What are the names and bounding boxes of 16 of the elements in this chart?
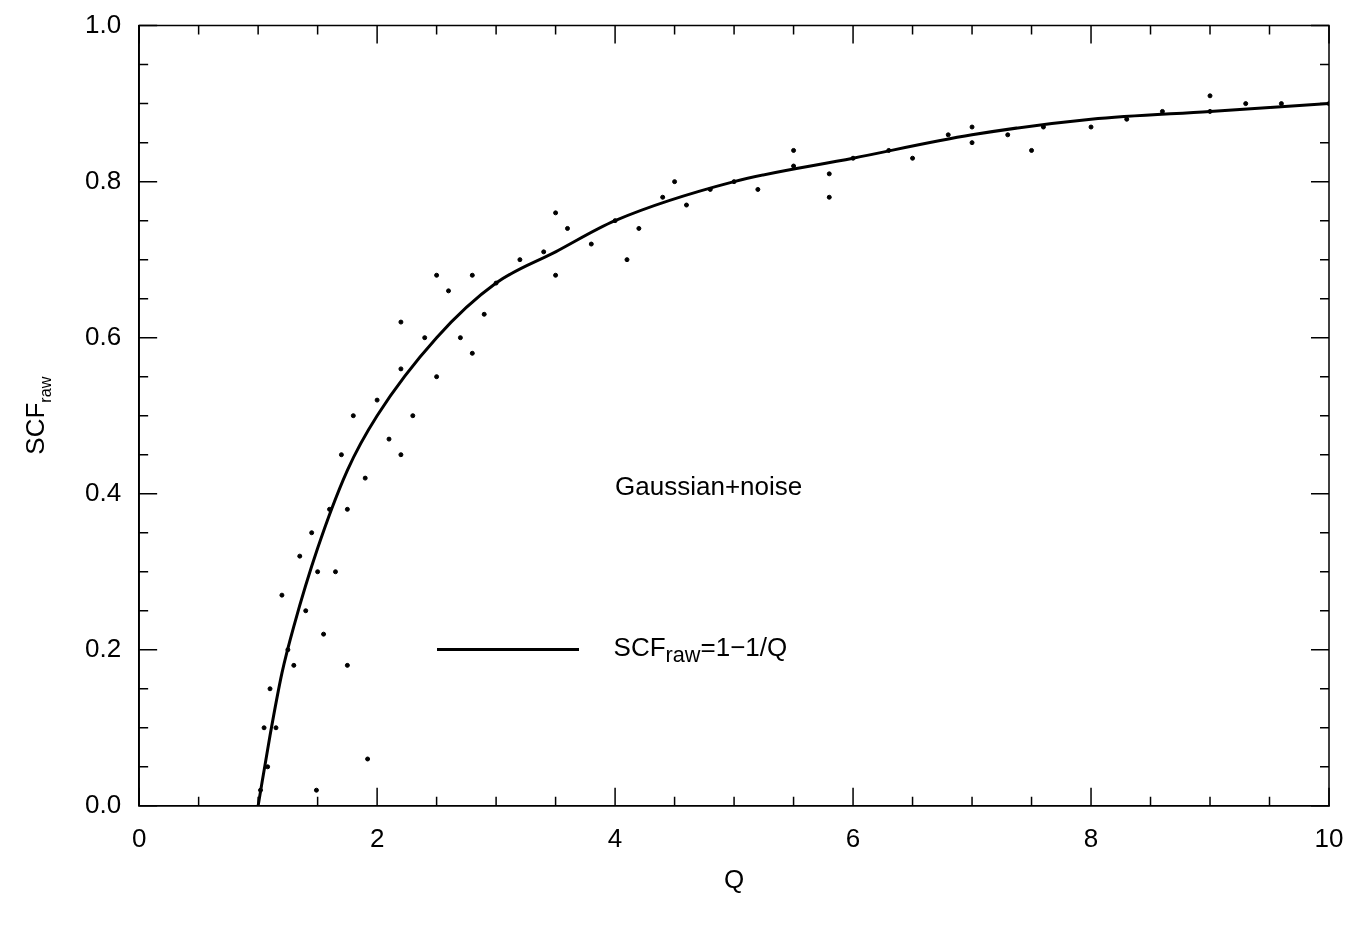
y-tick-label: 0.0 bbox=[84, 788, 122, 819]
annotation: Gaussian+noise bbox=[615, 470, 803, 501]
y-axis-title: SCFraw bbox=[20, 376, 54, 455]
y-tick-label: 0.6 bbox=[84, 320, 122, 351]
x-axis-title: Q bbox=[723, 863, 745, 894]
x-tick-label: 10 bbox=[1314, 822, 1344, 853]
x-tick-label: 2 bbox=[369, 822, 385, 853]
y-tick-label: 0.4 bbox=[84, 476, 122, 507]
y-tick-label: 0.2 bbox=[84, 632, 122, 663]
x-tick-label: 0 bbox=[131, 822, 147, 853]
x-tick-label: 6 bbox=[845, 822, 861, 853]
y-tick-label: 0.8 bbox=[84, 164, 122, 195]
x-tick-label: 4 bbox=[607, 822, 623, 853]
y-tick-label: 1.0 bbox=[84, 8, 122, 39]
text: SCF$_{raw}$=1−1/Q bbox=[613, 631, 788, 667]
x-tick-label: 8 bbox=[1083, 822, 1099, 853]
